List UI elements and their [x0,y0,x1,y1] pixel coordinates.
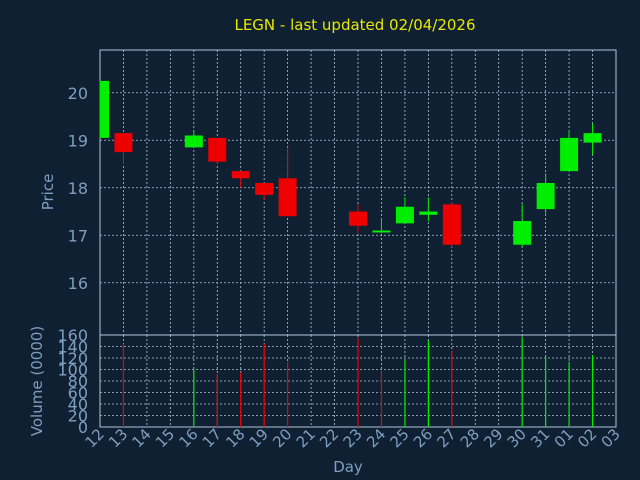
candle-body [560,137,579,172]
candle-body [513,221,532,245]
chart-title: LEGN - last updated 02/04/2026 [234,16,475,34]
candle-body [100,80,109,138]
x-tick-labels: 1213141516171819202122232425262728293031… [82,425,624,451]
volume-axis-label: Volume (0000) [28,326,46,436]
candle-body [255,183,274,195]
price-tick-label: 20 [68,84,88,103]
price-tick-label: 16 [68,274,88,293]
volume-tick-label: 40 [68,395,88,414]
candle-body [536,183,555,210]
price-panel: 16 17 18 19 20 [68,49,617,336]
candle-body [419,211,438,215]
price-axis-label: Price [39,174,57,211]
candle-body [208,137,227,162]
candle-body [349,211,367,226]
volume-tick-label: 20 [68,407,88,426]
volume-tick-label: 0 [78,418,88,437]
volume-tick-label: 120 [57,349,88,368]
candle-body [114,133,133,153]
volume-tick-label: 80 [68,372,88,391]
price-tick-label: 19 [68,131,88,150]
candle-body [395,206,414,224]
price-tick-label: 18 [68,179,88,198]
candle-body [231,171,250,179]
candle-body [372,230,391,233]
volume-tick-label: 140 [57,338,88,357]
price-tick-label: 17 [68,226,88,245]
candle-body [184,135,203,148]
candle-body [442,204,461,245]
candle-body [278,178,297,217]
volume-tick-label: 160 [57,326,88,345]
candle-body [583,133,602,143]
volume-tick-label: 60 [68,384,88,403]
x-axis-label: Day [333,458,363,476]
volume-tick-label: 100 [57,361,88,380]
